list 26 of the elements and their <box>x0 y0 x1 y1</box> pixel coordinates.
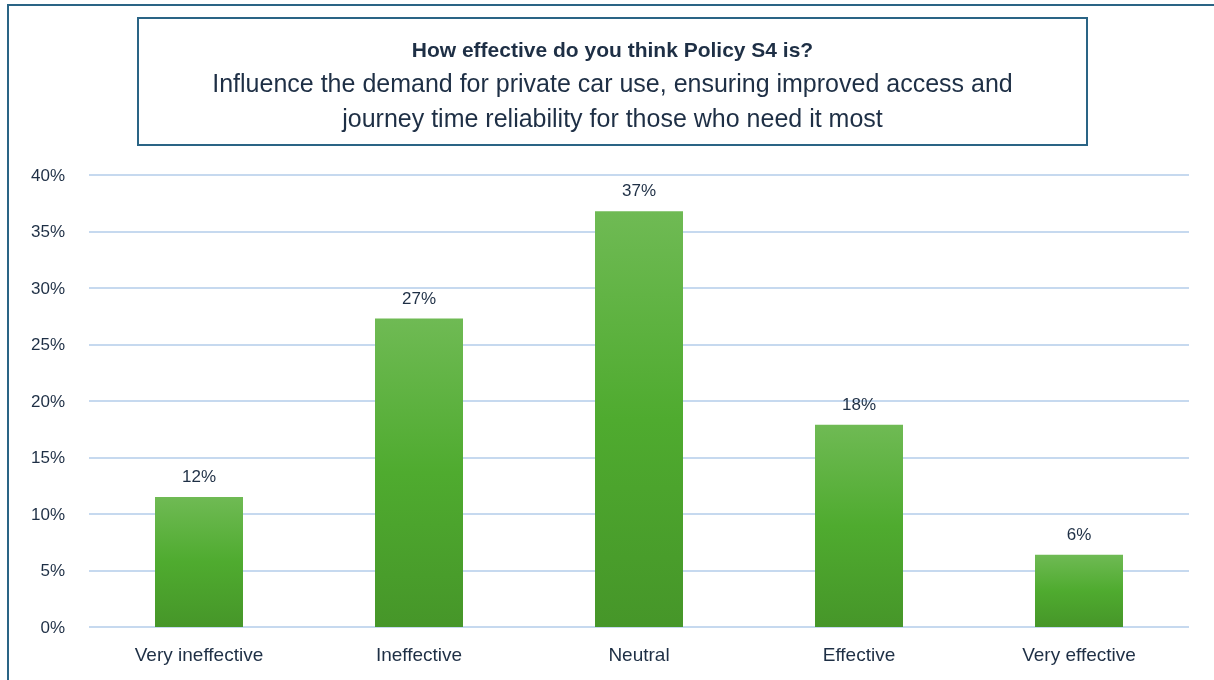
bar <box>155 497 243 627</box>
chart-subtitle: Influence the demand for private car use, ensuring improved access and journey time reliability for those who need it most <box>211 68 1014 134</box>
data-label: 12% <box>181 467 217 487</box>
data-label: 37% <box>621 181 657 201</box>
y-tick-label: 20% <box>30 391 65 411</box>
bar <box>595 211 683 627</box>
data-label: 27% <box>401 288 437 308</box>
y-tick-label: 25% <box>30 335 65 354</box>
y-tick-label: 30% <box>30 278 65 298</box>
bar <box>1035 554 1123 627</box>
y-tick-label: 5% <box>40 561 65 580</box>
x-tick-label: Effective <box>822 644 896 665</box>
x-tick-label: Ineffective <box>375 644 463 665</box>
y-tick-label: 40% <box>30 165 65 185</box>
bar <box>375 318 463 627</box>
x-tick-label: Very ineffective <box>134 644 264 665</box>
chart-title: How effective do you think Policy S4 is? <box>410 37 815 63</box>
data-label: 18% <box>841 394 877 414</box>
x-tick-label: Very effective <box>1022 644 1136 665</box>
y-tick-label: 35% <box>30 222 65 241</box>
bar <box>815 424 903 627</box>
y-tick-label: 10% <box>30 504 65 524</box>
y-tick-label: 15% <box>30 448 65 467</box>
data-label: 6% <box>1066 524 1092 544</box>
x-tick-label: Neutral <box>608 644 670 665</box>
y-tick-label: 0% <box>40 617 65 637</box>
